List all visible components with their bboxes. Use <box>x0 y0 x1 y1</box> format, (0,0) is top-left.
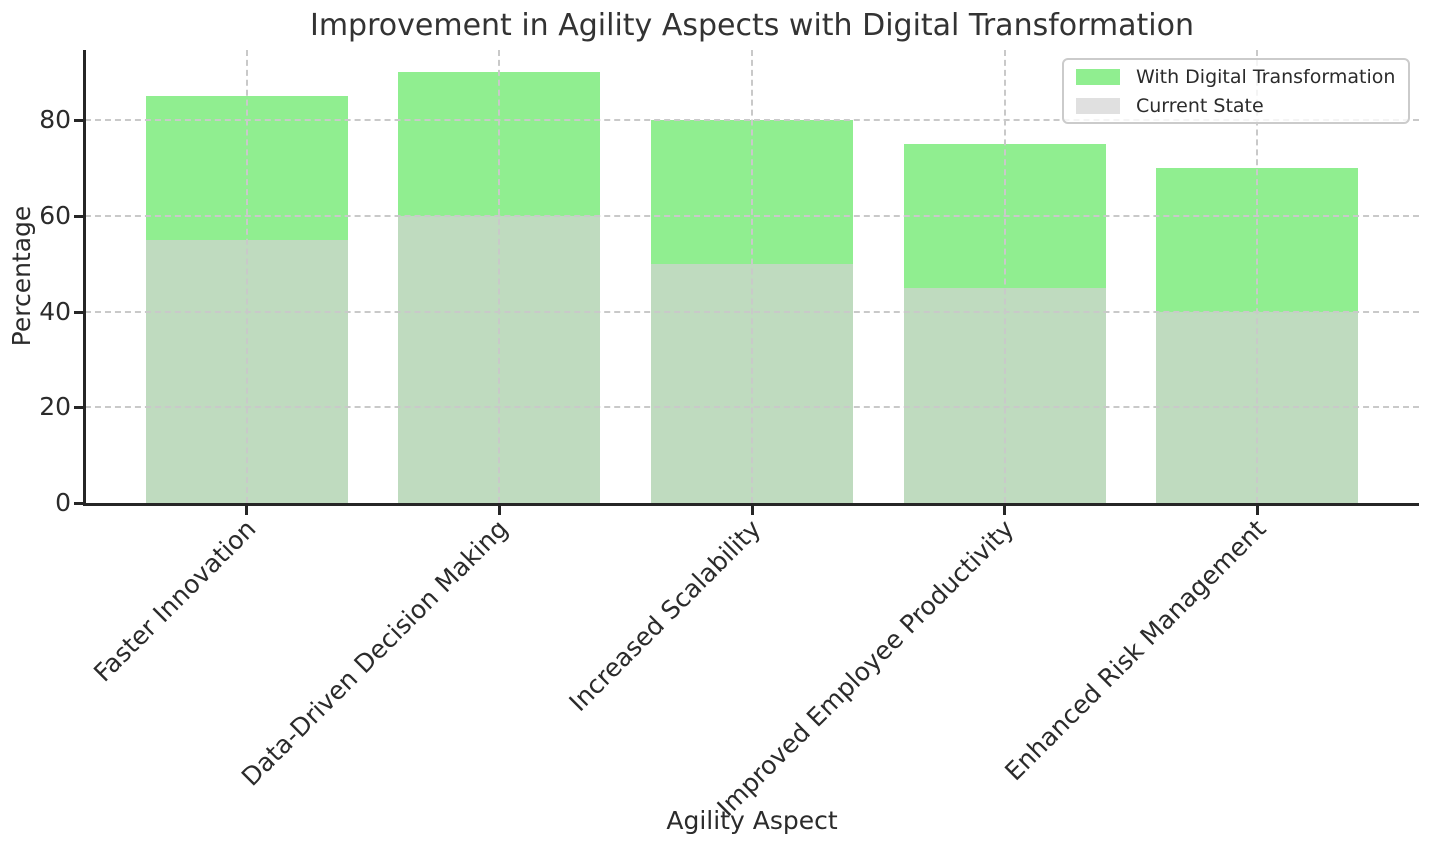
gridline-vertical <box>1256 50 1259 503</box>
legend-row: Current State <box>1076 94 1396 118</box>
chart-title: Improvement in Agility Aspects with Digi… <box>309 8 1195 43</box>
legend-swatch <box>1076 97 1120 114</box>
y-tick-mark <box>74 406 83 410</box>
gridline-vertical <box>245 50 248 503</box>
gridline-vertical <box>751 50 753 503</box>
x-tick-mark <box>1255 506 1259 515</box>
legend-label: With Digital Transformation <box>1136 65 1396 88</box>
y-tick-label: 80 <box>39 104 71 134</box>
y-tick-mark <box>74 214 83 218</box>
legend-label: Current State <box>1136 94 1264 117</box>
legend-swatch <box>1076 68 1120 85</box>
legend: With Digital Transformation Current State <box>1062 58 1410 124</box>
legend-row: With Digital Transformation <box>1076 65 1396 89</box>
y-tick-mark <box>74 310 83 314</box>
y-tick-label: 40 <box>39 296 71 326</box>
plot-area <box>85 50 1419 503</box>
y-tick-label: 0 <box>55 488 71 517</box>
gridline-vertical <box>1003 50 1006 503</box>
y-tick-label: 60 <box>39 200 71 230</box>
y-tick-mark <box>74 118 83 122</box>
x-tick-mark <box>245 506 249 515</box>
gridline-vertical <box>498 50 501 503</box>
y-tick-mark <box>74 502 83 505</box>
y-axis-spine <box>83 50 86 506</box>
y-axis-label: Percentage <box>7 205 36 347</box>
x-tick-mark <box>497 506 501 515</box>
y-tick-label: 20 <box>39 392 71 422</box>
x-tick-mark <box>1003 506 1007 515</box>
x-axis-spine <box>83 503 1419 506</box>
x-axis-label: Agility Aspect <box>666 806 838 835</box>
x-tick-mark <box>750 506 754 515</box>
